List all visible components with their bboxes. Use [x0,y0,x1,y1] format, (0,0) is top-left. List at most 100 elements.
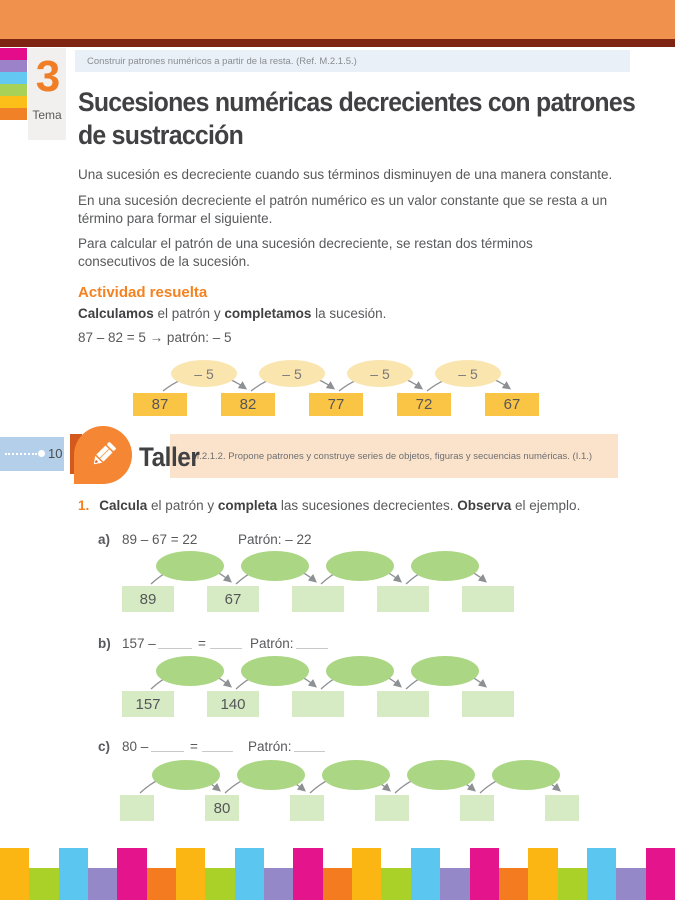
activity-equation: 87 – 82 = 5 → patrón: – 5 [78,330,232,345]
exercise-instruction: 1. Calcula el patrón y completa las suces… [78,498,581,513]
color-bar [176,848,206,900]
pattern-oval[interactable] [237,760,305,790]
color-bar [469,848,499,900]
sequence-box-empty[interactable] [545,795,579,821]
sequence-box: 89 [122,586,174,612]
item-b-label: b) [98,636,111,651]
bottom-decoration [0,848,675,900]
pattern-oval[interactable] [326,656,394,686]
sequence-box-empty[interactable] [460,795,494,821]
pattern-oval[interactable] [152,760,220,790]
answer-blank[interactable] [296,636,328,649]
color-bar [645,848,675,900]
sequence-box-empty[interactable] [377,691,429,717]
paragraph: Para calcular el patrón de una sucesión … [78,236,533,269]
color-bar [440,868,470,900]
unit-color-swatch [0,72,27,84]
standard-text: I.M.2.1.2. Propone patrones y construye … [186,450,593,462]
sequence-box: 140 [207,691,259,717]
taller-badge [74,426,132,484]
pattern-oval[interactable] [326,551,394,581]
sequence-box-empty[interactable] [377,586,429,612]
curriculum-ref-text: Construir patrones numéricos a partir de… [87,55,357,67]
sequence-box: 157 [122,691,174,717]
item-a-equation: 89 – 67 = 22 [122,532,198,547]
standard-box: I.M.2.1.2. Propone patrones y construye … [170,434,618,478]
page-title: Sucesiones numéricas decrecientes con pa… [78,87,636,150]
paragraph: En una sucesión decreciente el patrón nu… [78,193,608,226]
dotted-line [5,453,37,455]
color-bar [0,848,30,900]
item-c-equals: = [190,739,198,754]
answer-blank[interactable] [202,739,233,752]
item-c-minuend: 80 – [122,739,149,754]
bullet-dot [38,450,45,457]
item-a-pattern: Patrón: – 22 [238,532,312,547]
pattern-oval[interactable] [156,551,224,581]
activity-heading: Actividad resuelta [78,284,208,301]
sequence-box-empty[interactable] [462,691,514,717]
color-bar [88,868,118,900]
pattern-oval[interactable] [241,656,309,686]
activity-sequence: – 5 – 5 – 5 – 5 87 82 77 72 67 [0,355,675,419]
answer-blank[interactable] [151,739,184,752]
sequence-box-empty[interactable] [292,586,344,612]
unit-color-swatch [0,96,27,108]
pattern-oval[interactable] [241,551,309,581]
color-bar [616,868,646,900]
item-c-sequence: 80 [0,755,675,825]
color-bar [528,848,558,900]
color-bar [264,868,294,900]
unit-color-swatch [0,84,27,96]
item-c-pattern: Patrón: [248,739,292,754]
maroon-stripe [0,39,675,47]
item-b-sequence: 157 140 [0,651,675,721]
color-bar [58,848,89,900]
curriculum-ref-band: Construir patrones numéricos a partir de… [75,50,630,72]
unit-tab: 3 Tema [28,48,66,140]
color-bar [234,848,265,900]
answer-blank[interactable] [210,636,242,649]
item-a-sequence: 89 67 [0,546,675,616]
sequence-box: 67 [485,393,539,416]
pattern-oval: – 5 [347,360,413,387]
sequence-box-empty[interactable] [462,586,514,612]
pattern-oval[interactable] [492,760,560,790]
unit-color-swatch [0,48,27,60]
sequence-box-empty[interactable] [120,795,154,821]
color-bar [498,868,529,900]
item-a-label: a) [98,532,111,547]
sequence-box: 80 [205,795,239,821]
color-bar [557,868,587,900]
pattern-oval[interactable] [411,551,479,581]
pattern-oval[interactable] [407,760,475,790]
answer-blank[interactable] [294,739,325,752]
pattern-oval[interactable] [411,656,479,686]
color-bar [586,848,617,900]
color-bar [293,848,323,900]
page-number: 10 [48,446,63,461]
pattern-oval: – 5 [259,360,325,387]
exercise-number: 1. [78,498,90,513]
unit-color-swatch [0,60,27,72]
sequence-box-empty[interactable] [290,795,324,821]
color-bar [322,868,353,900]
color-bar [381,868,411,900]
unit-label: Tema [32,108,62,122]
page-number-tab: 10 [0,437,64,471]
paragraph: Una sucesión es decreciente cuando sus t… [78,167,613,182]
unit-number: 3 [35,52,61,101]
pencil-icon [93,442,116,465]
pattern-oval: – 5 [435,360,501,387]
taller-label: Taller [139,442,200,472]
sequence-box-empty[interactable] [292,691,344,717]
color-bar [29,868,59,900]
answer-blank[interactable] [158,636,192,649]
pattern-oval[interactable] [156,656,224,686]
sequence-box-empty[interactable] [375,795,409,821]
pattern-oval[interactable] [322,760,390,790]
item-b-pattern: Patrón: [250,636,294,651]
color-bar [410,848,441,900]
color-bar [352,848,382,900]
